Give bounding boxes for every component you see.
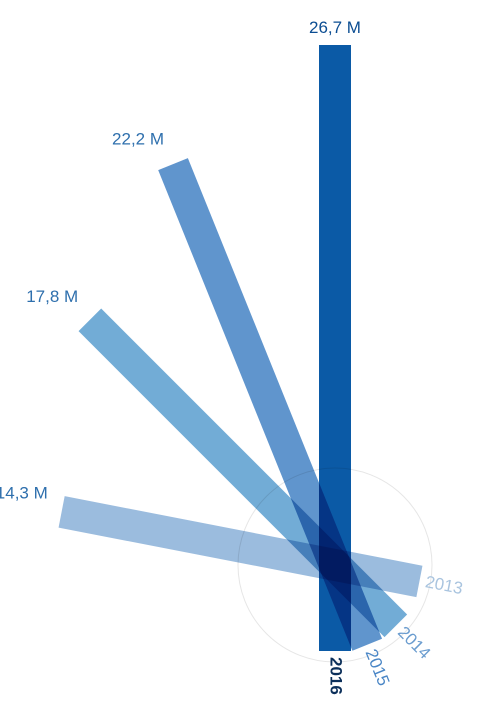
value-label-2015: 22,2 M <box>112 130 164 149</box>
bar-2016 <box>319 45 351 651</box>
labels-layer: 14,3 M 2013 17,8 M 2014 22,2 M 2015 26,7 M 2016 <box>0 18 464 695</box>
value-label-2016: 26,7 M <box>309 18 361 37</box>
year-label-2016: 2016 <box>327 657 346 695</box>
value-label-2013: 14,3 M <box>0 483 48 502</box>
value-label-2014: 17,8 M <box>26 287 78 306</box>
year-label-2015: 2015 <box>362 646 394 688</box>
year-label-2013: 2013 <box>424 572 465 598</box>
bars-layer <box>58 45 423 651</box>
year-label-2014: 2014 <box>394 623 434 663</box>
